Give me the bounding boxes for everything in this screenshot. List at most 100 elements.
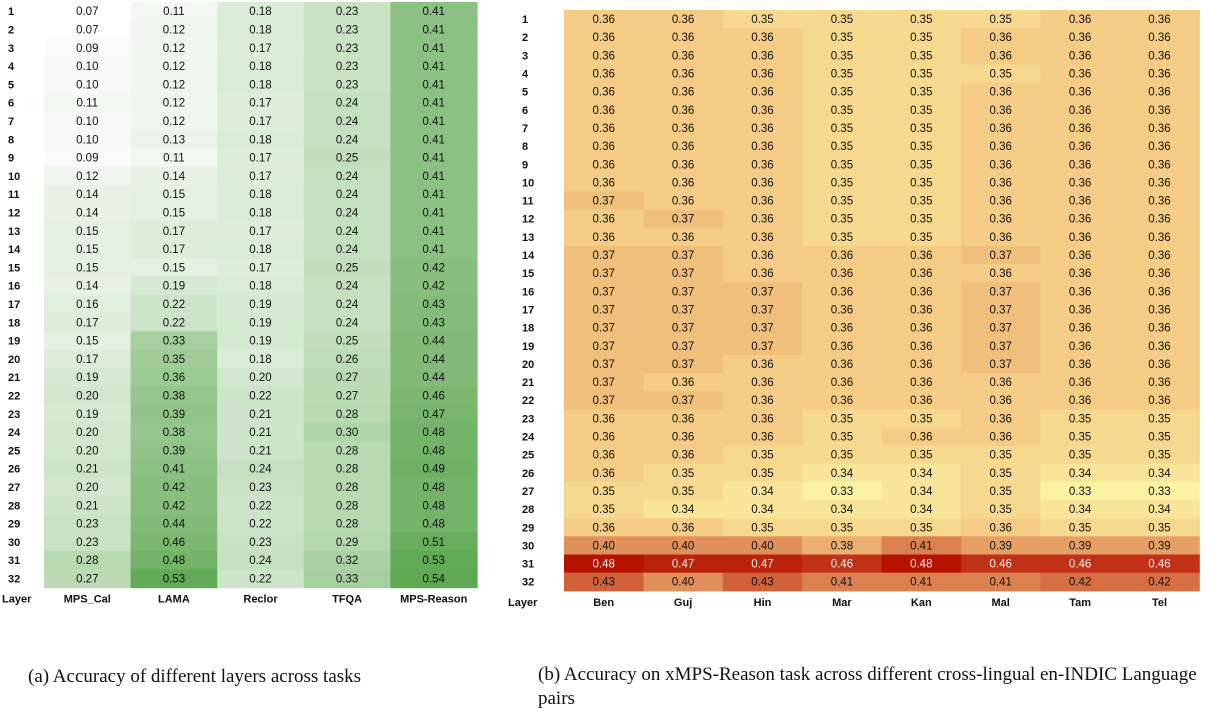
cell-value: 0.34	[1069, 468, 1092, 480]
heatmap-cell	[881, 209, 962, 229]
cell-value: 0.35	[910, 232, 932, 244]
cell-value: 0.36	[1148, 377, 1170, 389]
heatmap-cell	[44, 75, 132, 95]
heatmap-cell	[130, 2, 218, 21]
cell-value: 0.22	[249, 573, 271, 585]
cell-value: 0.15	[76, 336, 98, 348]
heatmap-cell	[881, 336, 962, 356]
heatmap-cell	[1040, 245, 1121, 265]
cell-value: 0.48	[423, 500, 445, 512]
cell-value: 0.37	[593, 196, 615, 208]
heatmap-cell	[643, 100, 724, 120]
heatmap-cell	[130, 130, 218, 149]
heatmap-cell	[881, 445, 962, 465]
cell-value: 0.11	[163, 153, 185, 165]
heatmap-cell	[303, 239, 391, 259]
cell-value: 0.41	[423, 189, 445, 201]
cell-value: 0.34	[831, 468, 854, 480]
heatmap-cell	[303, 386, 391, 406]
cell-value: 0.12	[163, 98, 185, 110]
cell-value: 0.26	[336, 354, 358, 366]
cell-value: 0.10	[76, 61, 98, 73]
heatmap-cell	[1040, 391, 1121, 410]
heatmap-cell	[1119, 46, 1200, 66]
heatmap-cell	[390, 514, 478, 534]
cell-value: 0.24	[336, 189, 359, 201]
heatmap-cell	[1119, 137, 1200, 156]
cell-value: 0.36	[1069, 14, 1091, 26]
row-header: Layer	[2, 594, 32, 606]
cell-value: 0.18	[249, 79, 271, 91]
row-label: 2	[8, 24, 14, 36]
cell-value: 0.36	[1148, 304, 1170, 316]
heatmap-cell	[802, 82, 883, 102]
cell-value: 0.37	[672, 323, 694, 335]
heatmap-cell	[1119, 173, 1200, 193]
heatmap-cell	[44, 532, 132, 552]
row-label: 30	[8, 537, 20, 549]
row-label: 3	[522, 50, 528, 62]
cell-value: 0.36	[672, 377, 694, 389]
heatmap-cell	[217, 75, 305, 95]
heatmap-cell	[802, 354, 883, 374]
heatmap-cell	[564, 264, 644, 283]
cell-value: 0.53	[423, 555, 445, 567]
heatmap-cell	[802, 300, 883, 320]
cell-value: 0.37	[672, 250, 694, 262]
cell-value: 0.37	[751, 304, 773, 316]
heatmap-cell	[217, 203, 305, 223]
heatmap-cell	[390, 331, 478, 351]
heatmap-cell	[564, 82, 644, 102]
heatmap-cell	[130, 93, 218, 113]
row-header: Layer	[508, 597, 538, 609]
column-label: Mar	[832, 597, 852, 609]
heatmap-cell	[802, 209, 883, 229]
cell-value: 0.37	[593, 395, 615, 407]
cell-value: 0.43	[751, 577, 773, 589]
cell-value: 0.24	[336, 226, 359, 238]
heatmap-cell	[564, 572, 644, 592]
heatmap-cell	[1119, 282, 1200, 301]
heatmap-cell	[643, 318, 724, 338]
heatmap-cell	[961, 173, 1041, 193]
cell-value: 0.42	[423, 262, 445, 274]
cell-value: 0.48	[423, 519, 445, 531]
cell-value: 0.36	[1069, 286, 1091, 298]
cell-value: 0.19	[76, 409, 98, 421]
heatmap-cell	[643, 391, 724, 410]
row-label: 12	[522, 214, 534, 226]
heatmap-cell	[130, 166, 218, 186]
cell-value: 0.23	[76, 519, 98, 531]
heatmap-cell	[564, 245, 644, 265]
cell-value: 0.35	[831, 522, 853, 534]
row-label: 14	[8, 244, 21, 256]
cell-value: 0.36	[990, 50, 1012, 62]
cell-value: 0.37	[751, 323, 773, 335]
cell-value: 0.35	[831, 432, 853, 444]
heatmap-cell	[961, 155, 1041, 174]
heatmap-cell	[44, 221, 132, 241]
row-label: 21	[522, 377, 534, 389]
cell-value: 0.36	[1069, 359, 1091, 371]
heatmap-cell	[1040, 554, 1121, 574]
heatmap-cell	[130, 294, 218, 314]
cell-value: 0.36	[751, 32, 773, 44]
cell-value: 0.36	[1148, 232, 1170, 244]
heatmap-cell	[390, 276, 478, 296]
cell-value: 0.18	[249, 281, 271, 293]
cell-value: 0.34	[1148, 468, 1171, 480]
column-label: Guj	[674, 597, 692, 609]
heatmap-cell	[564, 445, 644, 465]
cell-value: 0.34	[910, 504, 933, 516]
heatmap-cell	[1119, 28, 1200, 47]
heatmap-cell	[643, 481, 724, 501]
row-label: 13	[8, 226, 20, 238]
cell-value: 0.34	[672, 504, 695, 516]
cell-value: 0.22	[249, 500, 271, 512]
heatmap-cell	[44, 496, 132, 515]
cell-value: 0.54	[423, 573, 446, 585]
heatmap-cell	[961, 282, 1041, 301]
cell-value: 0.16	[76, 299, 98, 311]
cell-value: 0.51	[423, 537, 445, 549]
cell-value: 0.35	[910, 69, 932, 81]
